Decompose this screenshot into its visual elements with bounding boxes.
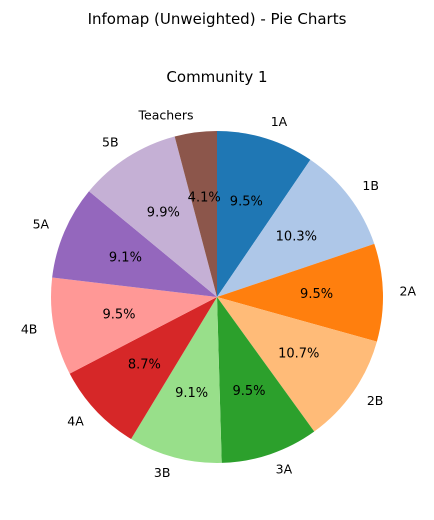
slice-percent-2b: 10.7% [278, 346, 319, 361]
slice-percent-1a: 9.5% [230, 194, 263, 209]
slice-label-4b: 4B [21, 321, 38, 336]
pie-slice-3a [217, 297, 315, 463]
slice-percent-3b: 9.1% [175, 386, 208, 401]
slice-label-2a: 2A [400, 284, 417, 299]
chart-title: Community 1 [166, 68, 267, 86]
slice-label-1a: 1A [271, 114, 288, 129]
slice-percent-5a: 9.1% [109, 250, 142, 265]
pie-slice-1a [217, 131, 311, 297]
slice-percent-1b: 10.3% [276, 229, 317, 244]
slice-percent-5b: 9.9% [147, 206, 180, 221]
slice-label-teachers: Teachers [138, 107, 194, 122]
pie-slice-5b [89, 136, 217, 297]
slice-label-4a: 4A [67, 413, 84, 428]
pie-slice-2b [217, 297, 377, 432]
pie-slice-5a [52, 191, 217, 297]
pie-slice-2a [217, 243, 383, 342]
slice-label-5b: 5B [102, 135, 119, 150]
slice-percent-4a: 8.7% [128, 358, 161, 373]
chart-suptitle: Infomap (Unweighted) - Pie Charts [88, 10, 347, 28]
pie-slice-4a [69, 297, 218, 440]
pie-slices [50, 131, 383, 463]
slice-label-5a: 5A [33, 217, 50, 232]
slice-percent-2a: 9.5% [300, 287, 333, 302]
pie-slice-4b [50, 277, 217, 374]
pie-slice-1b [217, 159, 375, 297]
pie-slice-teachers [174, 131, 217, 297]
pie-slice-3b [131, 297, 222, 463]
slice-percent-teachers: 4.1% [188, 191, 221, 206]
slice-label-1b: 1B [362, 178, 379, 193]
slice-percent-3a: 9.5% [232, 384, 265, 399]
slice-percent-4b: 9.5% [103, 307, 136, 322]
pie-labels: 1A 9.5% 1B 10.3% 2A 9.5% 2B 10.7% 3A 9.5% 3B 9.1% 4A… [21, 107, 417, 480]
slice-label-3a: 3A [276, 461, 293, 476]
slice-label-2b: 2B [367, 393, 384, 408]
slice-label-3b: 3B [154, 465, 171, 480]
